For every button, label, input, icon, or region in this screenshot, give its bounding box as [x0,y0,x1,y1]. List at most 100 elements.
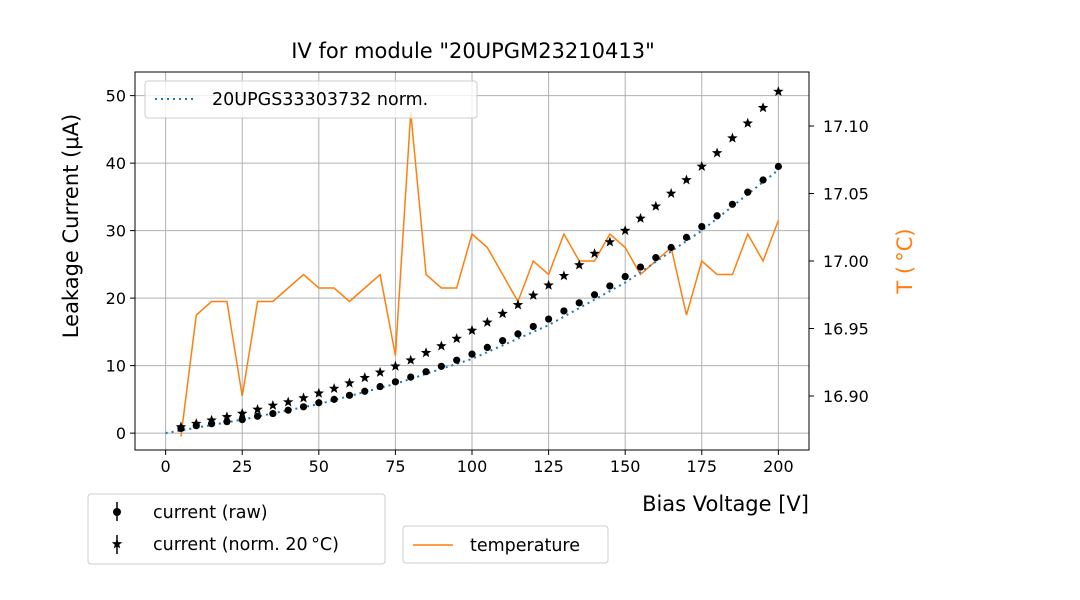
norm-current-point [298,392,309,403]
raw-current-point [713,212,721,220]
norm-current-point [665,188,677,198]
x-tick-label: 150 [610,457,641,476]
raw-current-point [407,373,415,381]
raw-current-point [759,176,767,184]
norm-current-point [374,366,386,377]
chart-title: IV for module "20UPGM23210413" [291,39,655,63]
raw-current-point [284,406,292,414]
x-tick-label: 100 [457,457,488,476]
legend-norm-label: current (norm. 20 °C) [153,535,339,555]
norm-current-point [558,270,570,281]
raw-current-point [299,403,308,411]
raw-current-point [575,299,583,307]
raw-current-point [437,362,445,370]
temperature-line [180,112,780,437]
y-tick-label: 50 [106,87,126,106]
norm-current-point [773,86,784,97]
y2-tick-label: 17.00 [823,252,869,271]
norm-current-point [237,408,248,418]
norm-current-point [635,212,646,223]
raw-current-point [590,291,599,299]
legend-inner: 20UPGS33303732 norm. [144,80,478,119]
x-axis: 0 25 50 75 100 125 150 175 200 [161,450,794,476]
norm-current-point [466,325,478,335]
norm-current-point [543,279,554,290]
raw-current-point [253,412,262,420]
y2-axis-label: T ( °C) [893,228,917,294]
raw-current-point [667,243,675,252]
raw-current-point [544,315,553,323]
raw-current-point [499,337,507,345]
norm-current-point [574,259,585,270]
norm-current-point [497,308,508,319]
y-tick-label: 40 [106,154,126,173]
norm-current-point [650,200,662,211]
x-tick-label: 25 [232,457,252,476]
norm-current-point [221,411,233,422]
x-tick-label: 200 [763,457,794,476]
y-tick-label: 20 [106,289,126,308]
raw-current-point [330,395,338,403]
legend-outer-right-box [402,525,609,564]
y-axis-left: 0 10 20 30 40 50 [106,87,135,443]
norm-current-point [711,147,723,158]
legend-reference-label: 20UPGS33303732 norm. [212,90,428,110]
raw-current-point [682,233,691,241]
legend-norm-marker [111,538,123,549]
raw-current-point [238,416,246,424]
x-tick-label: 0 [161,457,171,476]
y-tick-label: 0 [116,424,126,443]
norm-current-point [727,132,738,143]
norm-current-point [528,289,539,300]
legend-temperature-label: temperature [470,536,580,556]
raw-current-point [606,282,614,290]
x-tick-label: 50 [309,457,329,476]
raw-current-point [391,378,400,386]
x-tick-label: 125 [533,457,564,476]
legend-raw-label: current (raw) [153,503,268,523]
norm-current-point [405,354,416,365]
norm-current-point [681,174,692,185]
norm-current-point [619,225,631,236]
series-layer [165,86,784,437]
norm-current-point [696,161,707,171]
norm-current-point [175,421,187,432]
norm-current-point [604,236,616,247]
norm-current-point [359,372,370,383]
y2-tick-label: 16.90 [823,387,869,406]
raw-current-point [483,343,491,351]
legend-inner-box [144,80,478,119]
norm-current-point [742,117,753,128]
raw-current-point [560,307,568,315]
legend-raw-marker [113,508,121,516]
norm-current-point [252,404,263,414]
norm-current-point [282,396,294,407]
raw-current-point [529,322,537,331]
norm-current-point [436,340,447,351]
y-axis-label: Leakage Current (μA) [59,114,83,338]
norm-current-point [328,383,340,394]
y-tick-label: 30 [106,222,126,241]
raw-current-point [422,368,430,376]
raw-current-point [361,387,369,395]
norm-current-point [589,248,600,259]
norm-current-point [191,418,202,429]
norm-current-point [482,316,493,327]
x-axis-label: Bias Voltage [V] [642,492,809,516]
legend-outer-right: temperature [402,525,609,564]
x-tick-label: 75 [385,457,405,476]
raw-current-point [621,272,629,281]
raw-current-point [468,350,476,358]
y2-tick-label: 17.05 [823,185,869,204]
norm-current-point [344,377,355,388]
y-axis-right: 16.90 16.95 17.00 17.05 17.10 [809,117,869,406]
raw-current-point [315,399,323,407]
raw-current-point [514,330,522,338]
norm-current-point [267,399,279,410]
raw-current-point [345,391,354,399]
raw-current-point [453,356,461,364]
norm-current-point [206,414,217,425]
y2-tick-label: 16.95 [823,320,869,339]
raw-current-point [376,382,384,391]
